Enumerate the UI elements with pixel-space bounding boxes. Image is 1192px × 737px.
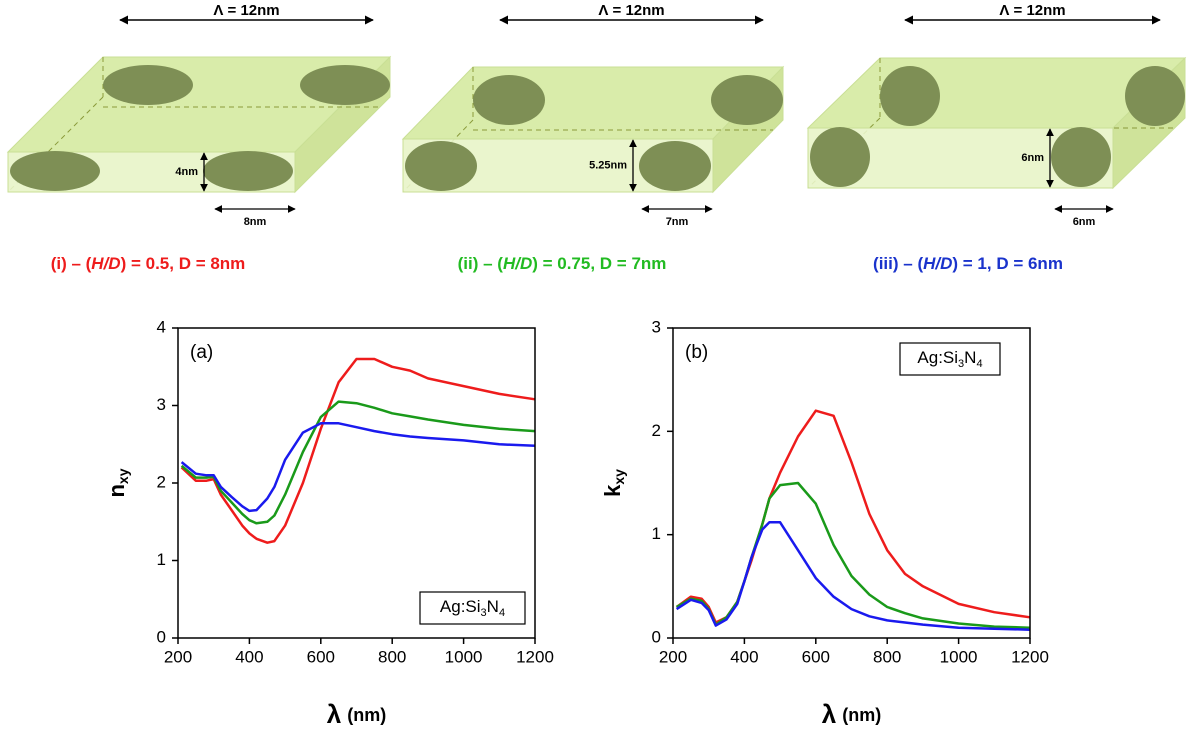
y-tick-label: 0	[652, 627, 661, 646]
material-part: 3	[958, 358, 964, 370]
particle	[103, 65, 193, 105]
x-tick-label: 400	[235, 647, 263, 666]
caption: (iii) – (H/D) = 1, D = 6nm	[873, 254, 1063, 273]
x-tick-label: 1000	[445, 647, 483, 666]
y-label-part: k	[600, 484, 625, 497]
material-part: N	[487, 597, 499, 616]
y-axis-label: kxy	[600, 469, 627, 497]
x-tick-label: 600	[802, 647, 830, 666]
material-box	[899, 342, 1001, 376]
height-label: 6nm	[1021, 152, 1044, 164]
plot-frame	[672, 327, 1031, 639]
caption-part: ) = 1, D = 6nm	[952, 254, 1063, 273]
x-label-part: (nm)	[347, 705, 386, 725]
material-box	[419, 591, 526, 625]
diameter-label: 6nm	[1073, 216, 1096, 228]
height-label: 5.25nm	[589, 159, 627, 171]
y-tick-label: 2	[652, 421, 661, 440]
y-tick-label: 1	[652, 524, 661, 543]
y-tick-label: 0	[157, 627, 166, 646]
particle	[880, 66, 940, 126]
line	[180, 422, 536, 513]
y-label-part: xy	[115, 468, 131, 484]
particle	[300, 65, 390, 105]
x-tick-label: 1200	[516, 647, 554, 666]
caption-part: H/D	[923, 254, 952, 273]
material-part: Ag:Si	[440, 597, 481, 616]
particle	[203, 151, 293, 191]
material-label: Ag:Si3N4	[440, 597, 505, 618]
x-tick-label: 1200	[1011, 647, 1049, 666]
caption: (i) – (H/D) = 0.5, D = 8nm	[51, 254, 246, 273]
y-axis-label: nxy	[104, 468, 131, 497]
line	[675, 409, 1031, 624]
panel-label: (a)	[190, 342, 213, 363]
material-label: Ag:Si3N4	[917, 348, 982, 369]
caption-part: H/D	[503, 254, 532, 273]
x-tick-label: 200	[164, 647, 192, 666]
y-tick-label: 4	[157, 317, 166, 336]
x-tick-label: 1000	[940, 647, 978, 666]
x-tick-label: 200	[659, 647, 687, 666]
line	[675, 521, 1031, 631]
line	[180, 400, 536, 525]
panel-label: (b)	[685, 342, 708, 363]
x-label-part: (nm)	[842, 705, 881, 725]
caption-part: ) = 0.75, D = 7nm	[532, 254, 666, 273]
y-label-part: n	[104, 484, 129, 497]
period-label: Λ = 12nm	[999, 2, 1065, 19]
period-label: Λ = 12nm	[213, 2, 279, 19]
y-tick-label: 1	[157, 550, 166, 569]
y-tick-label: 3	[652, 317, 661, 336]
line	[180, 357, 536, 544]
particle	[1125, 66, 1185, 126]
material-part: Ag:Si	[917, 348, 958, 367]
particle	[1051, 127, 1111, 187]
plot-frame	[177, 327, 536, 639]
caption: (ii) – (H/D) = 0.75, D = 7nm	[458, 254, 667, 273]
y-label-part: xy	[611, 469, 627, 485]
height-label: 4nm	[175, 166, 198, 178]
line	[675, 481, 1031, 629]
x-axis-label: λ (nm)	[822, 699, 881, 729]
caption-part: (i) – (	[51, 254, 92, 273]
caption-part: (ii) – (	[458, 254, 504, 273]
caption-part: (iii) – (	[873, 254, 923, 273]
x-label-part: λ	[822, 699, 837, 729]
caption-part: H/D	[91, 254, 120, 273]
diameter-label: 8nm	[244, 216, 267, 228]
material-part: N	[964, 348, 976, 367]
y-tick-label: 3	[157, 395, 166, 414]
material-part: 3	[481, 607, 487, 619]
particle	[473, 75, 545, 125]
x-axis-label: λ (nm)	[327, 699, 386, 729]
particle	[810, 127, 870, 187]
period-label: Λ = 12nm	[598, 2, 664, 19]
x-tick-label: 800	[378, 647, 406, 666]
material-part: 4	[976, 358, 982, 370]
x-tick-label: 400	[730, 647, 758, 666]
particle	[10, 151, 100, 191]
y-tick-label: 2	[157, 472, 166, 491]
material-part: 4	[499, 607, 505, 619]
particle	[711, 75, 783, 125]
caption-part: ) = 0.5, D = 8nm	[121, 254, 246, 273]
particle	[405, 141, 477, 191]
x-label-part: λ	[327, 699, 342, 729]
diameter-label: 7nm	[666, 216, 689, 228]
x-tick-label: 800	[873, 647, 901, 666]
x-tick-label: 600	[307, 647, 335, 666]
particle	[639, 141, 711, 191]
